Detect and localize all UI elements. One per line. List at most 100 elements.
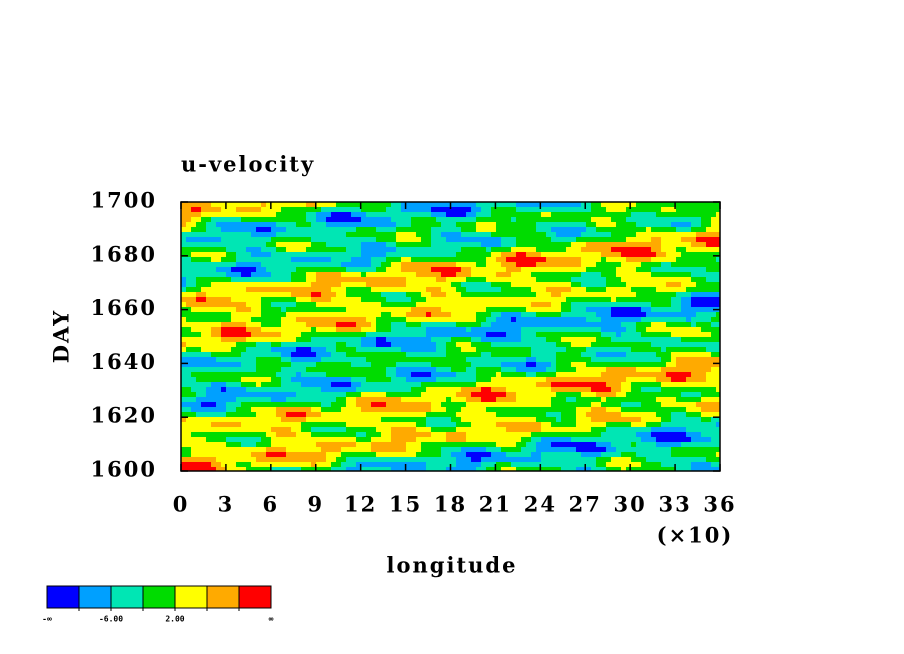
field-cell: [616, 352, 622, 358]
field-cell: [441, 362, 447, 368]
field-cell: [251, 342, 257, 348]
field-cell: [626, 397, 632, 403]
field-cell: [441, 232, 447, 238]
field-cell: [301, 397, 307, 403]
field-cell: [186, 237, 192, 243]
field-cell: [691, 387, 697, 393]
field-cell: [361, 302, 367, 308]
field-cell: [216, 427, 222, 433]
field-cell: [556, 392, 562, 398]
field-cell: [716, 242, 721, 248]
field-cell: [181, 247, 187, 253]
field-cell: [336, 362, 342, 368]
field-cell: [401, 332, 407, 338]
field-cell: [586, 252, 592, 258]
field-cell: [486, 347, 492, 353]
field-cell: [681, 422, 687, 428]
field-cell: [276, 357, 282, 363]
field-cell: [706, 392, 712, 398]
field-cell: [371, 307, 377, 313]
field-cell: [291, 227, 297, 233]
field-cell: [356, 222, 362, 228]
field-cell: [311, 362, 317, 368]
field-cell: [231, 207, 237, 213]
field-cell: [521, 387, 527, 393]
field-cell: [511, 362, 517, 368]
field-cell: [691, 277, 697, 283]
field-cell: [186, 232, 192, 238]
field-cell: [556, 242, 562, 248]
field-cell: [251, 377, 257, 383]
field-cell: [581, 367, 587, 373]
field-cell: [516, 327, 522, 333]
field-cell: [341, 212, 347, 218]
field-cell: [501, 212, 507, 218]
field-cell: [451, 332, 457, 338]
field-cell: [271, 392, 277, 398]
field-cell: [306, 312, 312, 318]
field-cell: [496, 277, 502, 283]
field-cell: [431, 417, 437, 423]
field-cell: [661, 342, 667, 348]
field-cell: [446, 412, 452, 418]
field-cell: [496, 377, 502, 383]
field-cell: [181, 322, 187, 328]
field-cell: [326, 267, 332, 273]
field-cell: [631, 222, 637, 228]
field-cell: [696, 262, 702, 268]
field-cell: [686, 322, 692, 328]
field-cell: [191, 352, 197, 358]
field-cell: [266, 397, 272, 403]
field-cell: [681, 272, 687, 278]
field-cell: [256, 392, 262, 398]
field-cell: [311, 202, 317, 208]
field-cell: [231, 377, 237, 383]
field-cell: [676, 372, 682, 378]
field-cell: [701, 412, 707, 418]
field-cell: [391, 407, 397, 413]
field-cell: [506, 277, 512, 283]
field-cell: [351, 312, 357, 318]
field-cell: [511, 207, 517, 213]
field-cell: [701, 367, 707, 373]
field-cell: [541, 247, 547, 253]
field-cell: [306, 317, 312, 323]
field-cell: [396, 257, 402, 263]
field-cell: [181, 202, 187, 208]
field-cell: [341, 247, 347, 253]
field-cell: [666, 307, 672, 313]
field-cell: [626, 237, 632, 243]
field-cell: [276, 332, 282, 338]
field-cell: [571, 317, 577, 323]
field-cell: [431, 352, 437, 358]
field-cell: [226, 262, 232, 268]
field-cell: [671, 397, 677, 403]
field-cell: [431, 342, 437, 348]
field-cell: [261, 292, 267, 298]
field-cell: [636, 332, 642, 338]
field-cell: [456, 402, 462, 408]
field-cell: [531, 302, 537, 308]
field-cell: [506, 412, 512, 418]
field-cell: [701, 227, 707, 233]
field-cell: [311, 247, 317, 253]
field-cell: [311, 342, 317, 348]
field-cell: [541, 382, 547, 388]
field-cell: [236, 282, 242, 288]
field-cell: [536, 282, 542, 288]
field-cell: [476, 222, 482, 228]
field-cell: [456, 307, 462, 313]
field-cell: [596, 292, 602, 298]
field-cell: [456, 337, 462, 343]
field-cell: [311, 222, 317, 228]
field-cell: [396, 262, 402, 268]
field-cell: [196, 277, 202, 283]
field-cell: [491, 277, 497, 283]
field-cell: [676, 207, 682, 213]
field-cell: [496, 387, 502, 393]
field-cell: [451, 327, 457, 333]
field-cell: [361, 297, 367, 303]
field-cell: [266, 382, 272, 388]
field-cell: [241, 237, 247, 243]
field-cell: [531, 367, 537, 373]
